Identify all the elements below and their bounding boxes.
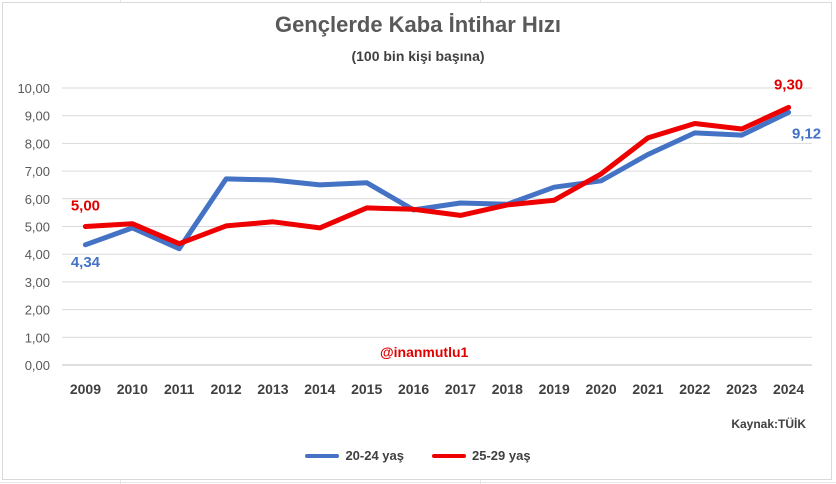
sheet-gridline <box>0 482 836 483</box>
y-tick-label: 2,00 <box>25 303 50 318</box>
y-tick-label: 9,00 <box>25 109 50 124</box>
y-tick-label: 10,00 <box>17 81 50 96</box>
y-tick-label: 4,00 <box>25 247 50 262</box>
x-tick-label: 2020 <box>585 381 616 397</box>
data-label: 4,34 <box>71 254 101 271</box>
data-labels: 4,34 9,12 5,00 9,30 <box>71 76 821 270</box>
y-axis: 0,00 1,00 2,00 3,00 4,00 5,00 6,00 7,00 8,00 9,00… <box>17 81 50 373</box>
y-tick-label: 3,00 <box>25 275 50 290</box>
x-tick-label: 2013 <box>257 381 288 397</box>
legend-swatch-25-29 <box>432 453 466 458</box>
x-tick-label: 2016 <box>398 381 429 397</box>
series-lines <box>82 104 792 252</box>
x-tick-label: 2014 <box>304 381 335 397</box>
legend-item-20-24[interactable]: 20-24 yaş <box>305 448 404 463</box>
x-tick-label: 2019 <box>539 381 570 397</box>
x-tick-label: 2012 <box>210 381 241 397</box>
chart-title: Gençlerde Kaba İntihar Hızı <box>274 12 562 37</box>
x-tick-label: 2022 <box>679 381 710 397</box>
legend-label-25-29: 25-29 yaş <box>472 448 531 463</box>
series-line-0 <box>82 109 792 252</box>
y-tick-label: 6,00 <box>25 192 50 207</box>
gridlines <box>62 87 812 366</box>
watermark-handle: @inanmutlu1 <box>380 344 469 360</box>
source-note: Kaynak:TÜİK <box>731 417 806 431</box>
chart-subtitle: (100 bin kişi başına) <box>351 48 485 64</box>
data-label: 9,12 <box>792 125 821 142</box>
data-label: 9,30 <box>774 76 803 93</box>
y-tick-label: 5,00 <box>25 220 50 235</box>
y-tick-label: 8,00 <box>25 136 50 151</box>
x-tick-label: 2023 <box>726 381 757 397</box>
data-label: 5,00 <box>71 198 100 215</box>
legend-swatch-20-24 <box>305 453 340 458</box>
x-tick-label: 2017 <box>445 381 476 397</box>
legend-label-20-24: 20-24 yaş <box>345 448 404 463</box>
y-tick-label: 1,00 <box>25 330 50 345</box>
series-line-1 <box>82 104 792 247</box>
x-tick-label: 2009 <box>70 381 101 397</box>
y-tick-label: 0,00 <box>25 358 50 373</box>
legend: 20-24 yaş 25-29 yaş <box>0 448 836 463</box>
x-tick-label: 2015 <box>351 381 382 397</box>
x-tick-label: 2010 <box>117 381 148 397</box>
x-axis: 2009 2010 2011 2012 2013 2014 2015 2016 2017 2018… <box>70 381 804 397</box>
legend-item-25-29[interactable]: 25-29 yaş <box>432 448 531 463</box>
x-tick-label: 2021 <box>632 381 663 397</box>
y-tick-label: 7,00 <box>25 164 50 179</box>
x-tick-label: 2024 <box>773 381 804 397</box>
x-tick-label: 2011 <box>164 381 195 397</box>
x-tick-label: 2018 <box>492 381 523 397</box>
